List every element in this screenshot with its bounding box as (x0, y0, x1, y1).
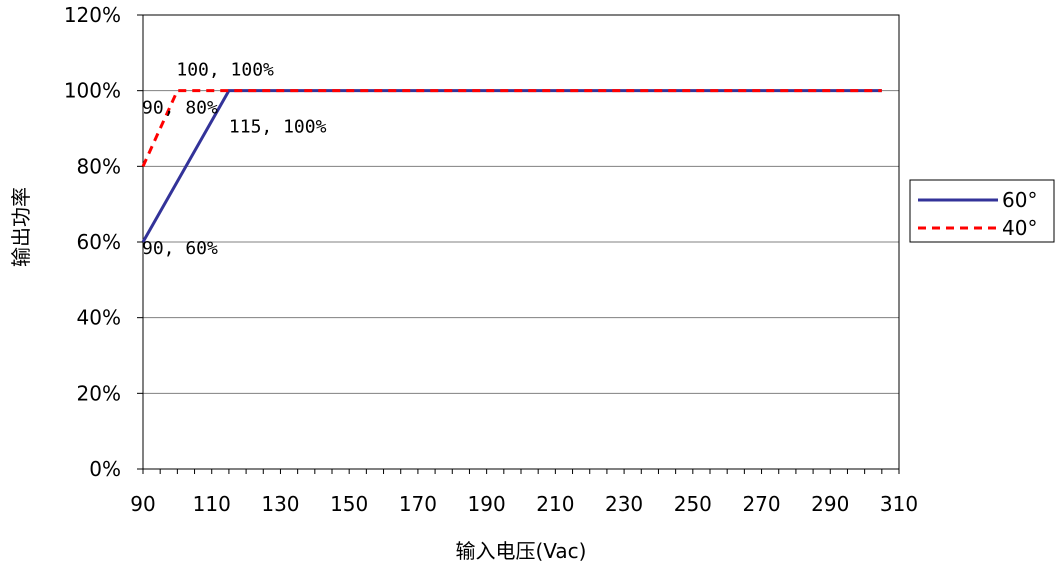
y-axis-title: 输出功率 (9, 187, 33, 267)
x-axis: 90 110 130 150 170 190 210 230 250 270 290 310 (130, 469, 918, 516)
series-line (141, 89, 882, 243)
legend-label: 40° (1002, 216, 1037, 240)
x-tick-label: 170 (399, 492, 437, 516)
x-tick-label: 270 (742, 492, 780, 516)
y-tick-label: 80% (77, 154, 121, 178)
data-label: 90, 60% (142, 238, 218, 259)
x-tick-label: 310 (880, 492, 918, 516)
x-tick-label: 110 (193, 492, 231, 516)
x-tick-label: 190 (468, 492, 506, 516)
y-tick-label: 60% (77, 230, 121, 254)
y-axis: 0% 20% 40% 60% 80% 100% 120% (64, 3, 143, 481)
y-tick-label: 100% (64, 79, 121, 103)
data-label: 115, 100% (229, 117, 327, 138)
data-label: 100, 100% (176, 60, 274, 81)
x-tick-label: 90 (130, 492, 155, 516)
x-tick-label: 210 (536, 492, 574, 516)
x-tick-label: 290 (811, 492, 849, 516)
y-tick-label: 0% (89, 457, 121, 481)
x-tick-label: 250 (674, 492, 712, 516)
annotations: 100, 100% 115, 100% 90, 80% 90, 60% (142, 60, 327, 259)
y-tick-label: 120% (64, 3, 121, 27)
legend-box (909, 179, 1055, 243)
x-tick-label: 230 (605, 492, 643, 516)
y-tick-label: 40% (77, 306, 121, 330)
series-lines (141, 89, 882, 243)
data-label: 90, 80% (142, 97, 218, 118)
x-tick-label: 130 (261, 492, 299, 516)
legend: 60°40° (909, 179, 1055, 243)
legend-label: 60° (1002, 188, 1037, 212)
x-tick-label: 150 (330, 492, 368, 516)
x-axis-title: 输入电压(Vac) (456, 539, 587, 563)
y-tick-label: 20% (77, 381, 121, 405)
series-line (141, 89, 882, 167)
